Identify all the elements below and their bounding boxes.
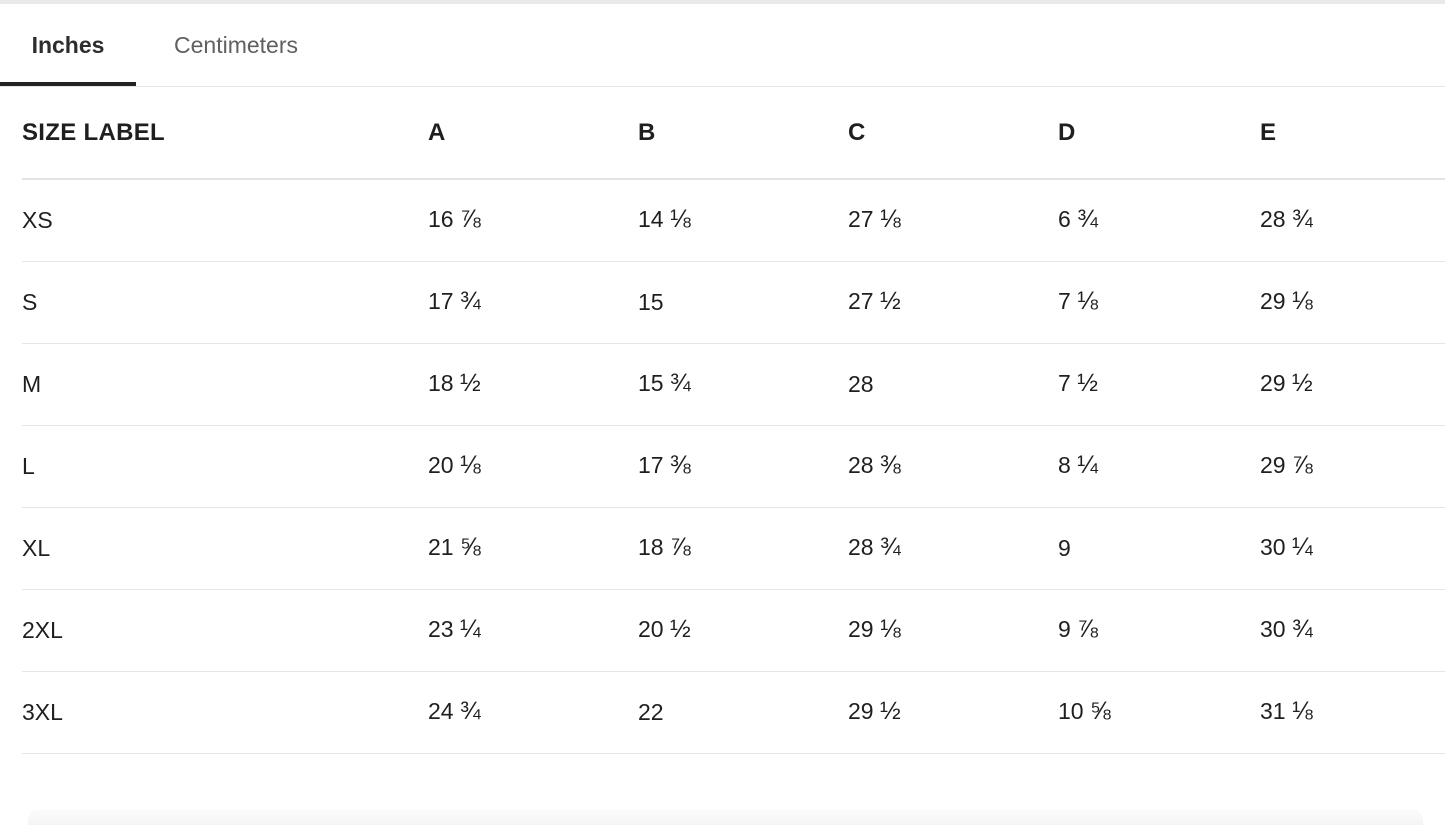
table-row: M 18 ½ 15 ¾ 28 7 ½ 29 ½ [22, 343, 1445, 425]
table-cell: 24 ¾ [428, 698, 481, 725]
table-row: 3XL 24 ¾ 22 29 ½ 10 ⅝ 31 ⅛ [22, 671, 1445, 753]
table-cell: 20 ⅛ [428, 452, 481, 479]
table-cell: 28 ¾ [1260, 206, 1313, 234]
table-cell: 7 ½ [1058, 370, 1098, 397]
column-header-size-label: SIZE LABEL [22, 118, 166, 146]
table-cell: 18 ½ [428, 370, 481, 397]
table-cell: 27 ½ [848, 288, 901, 315]
table-cell: 28 ¾ [848, 534, 901, 561]
table-cell: 8 ¼ [1058, 452, 1098, 479]
table-cell: 16 ⅞ [428, 206, 481, 234]
table-cell: 29 ½ [1260, 370, 1313, 397]
table-cell: 28 [848, 370, 874, 397]
table-cell: 17 ¾ [428, 288, 481, 315]
table-cell: 14 ⅛ [638, 206, 691, 234]
size-label-cell: 2XL [22, 616, 63, 643]
table-cell: 29 ⅛ [848, 616, 901, 643]
table-cell: 7 ⅛ [1058, 288, 1098, 315]
table-row: XS 16 ⅞ 14 ⅛ 27 ⅛ 6 ¾ 28 ¾ [22, 179, 1445, 261]
table-row: XL 21 ⅝ 18 ⅞ 28 ¾ 9 30 ¼ [22, 507, 1445, 589]
size-label-cell: XL [22, 534, 51, 561]
size-label-cell: 3XL [22, 698, 63, 725]
table-cell: 9 ⅞ [1058, 616, 1098, 643]
table-cell: 15 ¾ [638, 370, 691, 397]
table-cell: 28 ⅜ [848, 452, 901, 479]
table-cell: 22 [638, 698, 664, 725]
table-cell: 31 ⅛ [1260, 698, 1313, 725]
table-cell: 15 [638, 288, 664, 315]
column-header-e: E [1260, 118, 1277, 146]
column-header-b: B [638, 118, 656, 146]
size-chart-table: SIZE LABEL A B C D E XS 16 ⅞ 14 ⅛ 27 ⅛ 6 ¾ 28… [22, 87, 1445, 754]
table-cell: 27 ⅛ [848, 206, 901, 234]
bottom-edge-shadow [28, 809, 1423, 825]
table-cell: 9 [1058, 534, 1071, 561]
column-header-c: C [848, 118, 866, 146]
size-label-cell: L [22, 452, 35, 479]
table-cell: 29 ⅛ [1260, 288, 1313, 315]
size-chart: SIZE LABEL A B C D E XS 16 ⅞ 14 ⅛ 27 ⅛ 6 ¾ 28… [0, 87, 1445, 754]
table-cell: 30 ¼ [1260, 534, 1313, 561]
table-cell: 30 ¾ [1260, 616, 1313, 643]
table-cell: 17 ⅜ [638, 452, 691, 479]
table-cell: 10 ⅝ [1058, 698, 1111, 725]
table-row: 2XL 23 ¼ 20 ½ 29 ⅛ 9 ⅞ 30 ¾ [22, 589, 1445, 671]
table-header-row: SIZE LABEL A B C D E [22, 87, 1445, 179]
table-row: S 17 ¾ 15 27 ½ 7 ⅛ 29 ⅛ [22, 261, 1445, 343]
tab-inches[interactable]: Inches [0, 4, 136, 86]
unit-tabs: Inches Centimeters [0, 4, 1445, 87]
table-cell: 20 ½ [638, 616, 691, 643]
table-cell: 23 ¼ [428, 616, 481, 643]
table-cell: 6 ¾ [1058, 206, 1098, 234]
table-row: L 20 ⅛ 17 ⅜ 28 ⅜ 8 ¼ 29 ⅞ [22, 425, 1445, 507]
top-divider-strip [0, 0, 1445, 4]
table-cell: 18 ⅞ [638, 534, 691, 561]
tab-centimeters[interactable]: Centimeters [174, 4, 298, 86]
table-cell: 29 ½ [848, 698, 901, 725]
column-header-a: A [428, 118, 446, 146]
size-label-cell: S [22, 288, 38, 315]
table-cell: 29 ⅞ [1260, 452, 1313, 479]
size-label-cell: XS [22, 206, 53, 233]
column-header-d: D [1058, 118, 1076, 146]
size-label-cell: M [22, 370, 42, 397]
table-cell: 21 ⅝ [428, 534, 481, 561]
